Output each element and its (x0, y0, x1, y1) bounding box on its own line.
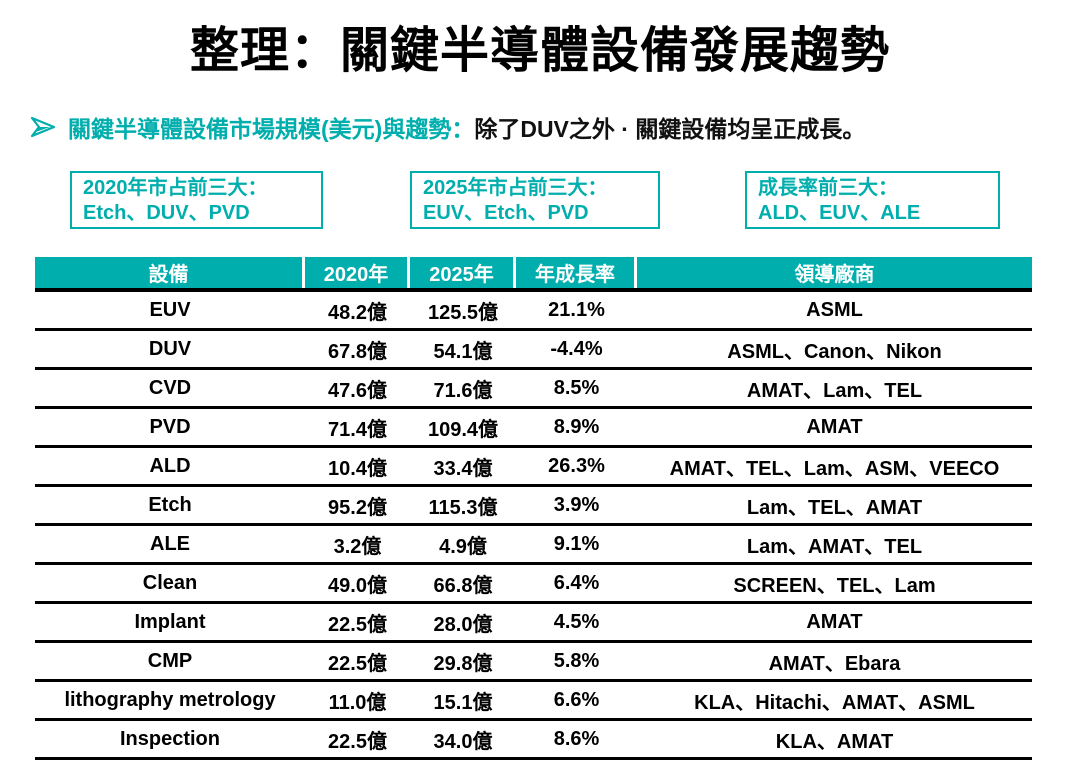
table-cell: KLA、Hitachi、AMAT、ASML (694, 691, 975, 714)
table-cell: Lam、TEL、AMAT (746, 496, 923, 519)
table-cell: AMAT (806, 415, 863, 438)
equipment-table: 設備 2020年 2025年 年成長率 領導廠商 EUV 48.2億 125.5億 2… (35, 257, 1032, 760)
header-cell-2020: 2020年 (305, 257, 410, 288)
bullet-rest: 除了DUV之外 · 關鍵設備均呈正成長。 (474, 116, 866, 142)
callout-line1: 成長率前三大： (758, 177, 898, 199)
table-cell: 3.9% (553, 493, 600, 516)
table-cell: AMAT (806, 610, 863, 633)
table-cell: 34.0億 (433, 730, 493, 753)
table-header-row: 設備 2020年 2025年 年成長率 領導廠商 (35, 257, 1032, 292)
table-cell: Etch (148, 493, 192, 516)
table-cell: ALE (150, 532, 190, 555)
header-cell-2025: 2025年 (410, 257, 516, 288)
table-cell: lithography metrology (64, 688, 276, 711)
bullet-highlight: 關鍵半導體設備市場規模(美元)與趨勢： (68, 116, 475, 142)
table-cell: 48.2億 (328, 301, 387, 324)
table-row: EUV 48.2億 125.5億 21.1% ASML (35, 292, 1032, 331)
table-cell: PVD (149, 415, 191, 438)
bullet-line: 關鍵半導體設備市場規模(美元)與趨勢：除了DUV之外 · 關鍵設備均呈正成長。 (30, 110, 865, 144)
table-row: PVD 71.4億 109.4億 8.9% AMAT (35, 409, 1032, 448)
table-cell: AMAT、TEL、Lam、ASM、VEECO (669, 457, 1000, 480)
table-row: DUV 67.8億 54.1億 -4.4% ASML、Canon、Nikon (35, 331, 1032, 370)
table-cell: ASML、Canon、Nikon (727, 340, 942, 363)
table-cell: 47.6億 (328, 379, 387, 402)
table-row: ALE 3.2億 4.9億 9.1% Lam、AMAT、TEL (35, 526, 1032, 565)
table-cell: DUV (148, 337, 192, 360)
table-cell: 22.5億 (328, 652, 387, 675)
table-row: CMP 22.5億 29.8億 5.8% AMAT、Ebara (35, 643, 1032, 682)
table-cell: 22.5億 (328, 730, 387, 753)
table-cell: AMAT、Lam、TEL (746, 379, 923, 402)
callout-line2: EUV、Etch、PVD (423, 202, 589, 224)
table-row: Etch 95.2億 115.3億 3.9% Lam、TEL、AMAT (35, 487, 1032, 526)
table-cell: 3.2億 (333, 535, 382, 558)
table-cell: 11.0億 (328, 691, 387, 714)
table-row: CVD 47.6億 71.6億 8.5% AMAT、Lam、TEL (35, 370, 1032, 409)
table-cell: 29.8億 (433, 652, 493, 675)
table-cell: 28.0億 (433, 613, 493, 636)
table-cell: 6.6% (553, 688, 600, 711)
table-cell: 5.8% (553, 649, 600, 672)
table-row: lithography metrology 11.0億 15.1億 6.6% KLA、H… (35, 682, 1032, 721)
callout-line2: ALD、EUV、ALE (758, 202, 921, 224)
table-cell: 67.8億 (328, 340, 387, 363)
table-cell: 22.5億 (328, 613, 387, 636)
table-row: ALD 10.4億 33.4億 26.3% AMAT、TEL、Lam、ASM、VEECO (35, 448, 1032, 487)
table-cell: KLA、AMAT (775, 730, 894, 753)
header-cell-equipment: 設備 (35, 257, 305, 288)
table-cell: AMAT、Ebara (768, 652, 901, 675)
table-cell: 49.0億 (328, 574, 387, 597)
header-cell-growth: 年成長率 (516, 257, 637, 288)
table-cell: SCREEN、TEL、Lam (733, 574, 936, 597)
table-cell: 21.1% (548, 298, 605, 321)
table-cell: 125.5億 (427, 301, 499, 324)
table-row: Clean 49.0億 66.8億 6.4% SCREEN、TEL、Lam (35, 565, 1032, 604)
table-cell: 26.3% (548, 454, 605, 477)
table-cell: 8.6% (553, 727, 600, 750)
table-cell: 9.1% (553, 532, 600, 555)
table-cell: 10.4億 (328, 457, 387, 480)
arrow-bullet-icon (30, 116, 56, 138)
table-cell: CVD (148, 376, 192, 399)
table-cell: 8.5% (553, 376, 600, 399)
table-cell: CMP (147, 649, 193, 672)
table-row: Implant 22.5億 28.0億 4.5% AMAT (35, 604, 1032, 643)
table-cell: 6.4% (553, 571, 600, 594)
table-cell: EUV (149, 298, 191, 321)
table-cell: -4.4% (550, 337, 603, 360)
table-cell: 66.8億 (433, 574, 493, 597)
table-body: EUV 48.2億 125.5億 21.1% ASML DUV 67.8億 54.1億 -4.4… (35, 292, 1032, 760)
callout-line1: 2020年市占前三大： (83, 177, 268, 199)
table-cell: 4.5% (553, 610, 600, 633)
callout-line2: Etch、DUV、PVD (83, 202, 250, 224)
callout-line1: 2025年市占前三大： (423, 177, 608, 199)
table-cell: Clean (142, 571, 198, 594)
table-cell: ASML (806, 298, 863, 321)
header-cell-leaders: 領導廠商 (794, 264, 875, 286)
table-cell: Inspection (119, 727, 220, 750)
table-cell: 95.2億 (328, 496, 387, 519)
table-cell: 115.3億 (428, 496, 498, 519)
table-cell: 33.4億 (433, 457, 493, 480)
table-cell: 4.9億 (439, 535, 487, 558)
table-cell: 54.1億 (433, 340, 493, 363)
callout-growth-top3: 成長率前三大： ALD、EUV、ALE (745, 171, 1000, 229)
table-row: Inspection 22.5億 34.0億 8.6% KLA、AMAT (35, 721, 1032, 760)
table-cell: 8.9% (553, 415, 600, 438)
table-cell: 109.4億 (427, 418, 499, 441)
callout-2025-top3: 2025年市占前三大： EUV、Etch、PVD (410, 171, 660, 229)
table-cell: 71.6億 (433, 379, 493, 402)
table-cell: Lam、AMAT、TEL (746, 535, 923, 558)
page-title: 整理：關鍵半導體設備發展趨勢 (189, 24, 890, 78)
callout-2020-top3: 2020年市占前三大： Etch、DUV、PVD (70, 171, 323, 229)
bullet-text: 關鍵半導體設備市場規模(美元)與趨勢：除了DUV之外 · 關鍵設備均呈正成長。 (68, 110, 865, 144)
table-cell: 71.4億 (328, 418, 387, 441)
table-cell: ALD (149, 454, 191, 477)
table-cell: 15.1億 (433, 691, 493, 714)
table-cell: Implant (134, 610, 206, 633)
